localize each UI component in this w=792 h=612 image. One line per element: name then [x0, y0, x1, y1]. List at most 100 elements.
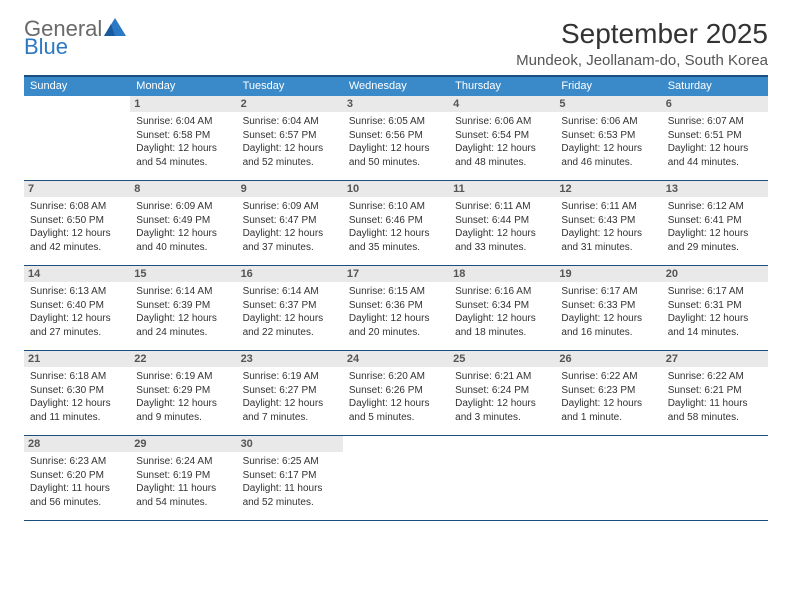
- sunrise-text: Sunrise: 6:06 AM: [561, 115, 655, 129]
- weekday-friday: Friday: [555, 77, 661, 96]
- weekday-thursday: Thursday: [449, 77, 555, 96]
- day-cell: 22Sunrise: 6:19 AMSunset: 6:29 PMDayligh…: [130, 351, 236, 435]
- sunrise-text: Sunrise: 6:04 AM: [136, 115, 230, 129]
- daylight1-text: Daylight: 12 hours: [243, 397, 337, 411]
- day-cell: 2Sunrise: 6:04 AMSunset: 6:57 PMDaylight…: [237, 96, 343, 180]
- daylight2-text: and 56 minutes.: [30, 496, 124, 510]
- day-number: 16: [237, 266, 343, 282]
- daylight1-text: Daylight: 12 hours: [243, 312, 337, 326]
- day-number: 3: [343, 96, 449, 112]
- weekday-wednesday: Wednesday: [343, 77, 449, 96]
- month-title: September 2025: [516, 18, 768, 50]
- sunrise-text: Sunrise: 6:23 AM: [30, 455, 124, 469]
- day-cell: 15Sunrise: 6:14 AMSunset: 6:39 PMDayligh…: [130, 266, 236, 350]
- sunrise-text: Sunrise: 6:16 AM: [455, 285, 549, 299]
- sunrise-text: Sunrise: 6:22 AM: [668, 370, 762, 384]
- day-number: 27: [662, 351, 768, 367]
- sunrise-text: Sunrise: 6:04 AM: [243, 115, 337, 129]
- weekday-header-row: Sunday Monday Tuesday Wednesday Thursday…: [24, 77, 768, 96]
- sunset-text: Sunset: 6:58 PM: [136, 129, 230, 143]
- daylight1-text: Daylight: 12 hours: [136, 312, 230, 326]
- daylight1-text: Daylight: 12 hours: [561, 397, 655, 411]
- sunset-text: Sunset: 6:43 PM: [561, 214, 655, 228]
- day-number: 13: [662, 181, 768, 197]
- sunset-text: Sunset: 6:40 PM: [30, 299, 124, 313]
- day-number: 21: [24, 351, 130, 367]
- daylight1-text: Daylight: 12 hours: [243, 142, 337, 156]
- daylight1-text: Daylight: 12 hours: [455, 312, 549, 326]
- day-cell: 18Sunrise: 6:16 AMSunset: 6:34 PMDayligh…: [449, 266, 555, 350]
- daylight2-text: and 22 minutes.: [243, 326, 337, 340]
- sunset-text: Sunset: 6:44 PM: [455, 214, 549, 228]
- daylight2-text: and 52 minutes.: [243, 496, 337, 510]
- day-cell: 1Sunrise: 6:04 AMSunset: 6:58 PMDaylight…: [130, 96, 236, 180]
- day-cell: [555, 436, 661, 520]
- day-cell: 19Sunrise: 6:17 AMSunset: 6:33 PMDayligh…: [555, 266, 661, 350]
- day-number: 2: [237, 96, 343, 112]
- daylight1-text: Daylight: 12 hours: [243, 227, 337, 241]
- daylight2-text: and 11 minutes.: [30, 411, 124, 425]
- title-block: September 2025 Mundeok, Jeollanam-do, So…: [516, 18, 768, 69]
- sunrise-text: Sunrise: 6:11 AM: [561, 200, 655, 214]
- calendar-page: General Blue September 2025 Mundeok, Jeo…: [0, 0, 792, 521]
- logo: General Blue: [24, 18, 126, 58]
- sunset-text: Sunset: 6:37 PM: [243, 299, 337, 313]
- sunset-text: Sunset: 6:19 PM: [136, 469, 230, 483]
- day-cell: 23Sunrise: 6:19 AMSunset: 6:27 PMDayligh…: [237, 351, 343, 435]
- daylight2-text: and 3 minutes.: [455, 411, 549, 425]
- week-row: 28 Sunrise: 6:23 AMSunset: 6:20 PMDayligh…: [24, 436, 768, 521]
- sunrise-text: Sunrise: 6:17 AM: [668, 285, 762, 299]
- daylight2-text: and 44 minutes.: [668, 156, 762, 170]
- week-row: 1Sunrise: 6:04 AMSunset: 6:58 PMDaylight…: [24, 96, 768, 181]
- daylight2-text: and 54 minutes.: [136, 156, 230, 170]
- daylight2-text: and 50 minutes.: [349, 156, 443, 170]
- daylight1-text: Daylight: 12 hours: [349, 312, 443, 326]
- day-cell: 16 Sunrise: 6:14 AMSunset: 6:37 PMDayligh…: [237, 266, 343, 350]
- daylight1-text: Daylight: 11 hours: [30, 482, 124, 496]
- weekday-saturday: Saturday: [662, 77, 768, 96]
- daylight2-text: and 33 minutes.: [455, 241, 549, 255]
- daylight2-text: and 42 minutes.: [30, 241, 124, 255]
- weeks-container: 1Sunrise: 6:04 AMSunset: 6:58 PMDaylight…: [24, 96, 768, 521]
- day-number: 1: [130, 96, 236, 112]
- daylight1-text: Daylight: 12 hours: [455, 142, 549, 156]
- daylight1-text: Daylight: 12 hours: [349, 227, 443, 241]
- day-cell: 5Sunrise: 6:06 AMSunset: 6:53 PMDaylight…: [555, 96, 661, 180]
- daylight1-text: Daylight: 12 hours: [668, 227, 762, 241]
- sunset-text: Sunset: 6:50 PM: [30, 214, 124, 228]
- day-number: 11: [449, 181, 555, 197]
- day-number: 9: [237, 181, 343, 197]
- sunrise-text: Sunrise: 6:21 AM: [455, 370, 549, 384]
- sunrise-text: Sunrise: 6:17 AM: [561, 285, 655, 299]
- sunrise-text: Sunrise: 6:19 AM: [136, 370, 230, 384]
- sunset-text: Sunset: 6:41 PM: [668, 214, 762, 228]
- daylight2-text: and 52 minutes.: [243, 156, 337, 170]
- day-number: 30: [237, 436, 343, 452]
- daylight1-text: Daylight: 12 hours: [561, 142, 655, 156]
- sunset-text: Sunset: 6:20 PM: [30, 469, 124, 483]
- sunrise-text: Sunrise: 6:14 AM: [136, 285, 230, 299]
- sunset-text: Sunset: 6:54 PM: [455, 129, 549, 143]
- daylight2-text: and 37 minutes.: [243, 241, 337, 255]
- sunset-text: Sunset: 6:31 PM: [668, 299, 762, 313]
- sunrise-text: Sunrise: 6:05 AM: [349, 115, 443, 129]
- sunset-text: Sunset: 6:33 PM: [561, 299, 655, 313]
- sunrise-text: Sunrise: 6:14 AM: [243, 285, 337, 299]
- day-cell: 27Sunrise: 6:22 AMSunset: 6:21 PMDayligh…: [662, 351, 768, 435]
- daylight1-text: Daylight: 12 hours: [561, 227, 655, 241]
- day-cell: 29Sunrise: 6:24 AMSunset: 6:19 PMDayligh…: [130, 436, 236, 520]
- sunrise-text: Sunrise: 6:07 AM: [668, 115, 762, 129]
- sunset-text: Sunset: 6:39 PM: [136, 299, 230, 313]
- daylight2-text: and 20 minutes.: [349, 326, 443, 340]
- day-cell: 17Sunrise: 6:15 AMSunset: 6:36 PMDayligh…: [343, 266, 449, 350]
- daylight1-text: Daylight: 12 hours: [349, 142, 443, 156]
- day-number: 28: [24, 436, 130, 452]
- sunrise-text: Sunrise: 6:13 AM: [30, 285, 124, 299]
- day-number: 5: [555, 96, 661, 112]
- location-text: Mundeok, Jeollanam-do, South Korea: [516, 52, 768, 69]
- daylight2-text: and 14 minutes.: [668, 326, 762, 340]
- sunrise-text: Sunrise: 6:19 AM: [243, 370, 337, 384]
- daylight1-text: Daylight: 12 hours: [30, 227, 124, 241]
- day-cell: [662, 436, 768, 520]
- day-cell: 12Sunrise: 6:11 AMSunset: 6:43 PMDayligh…: [555, 181, 661, 265]
